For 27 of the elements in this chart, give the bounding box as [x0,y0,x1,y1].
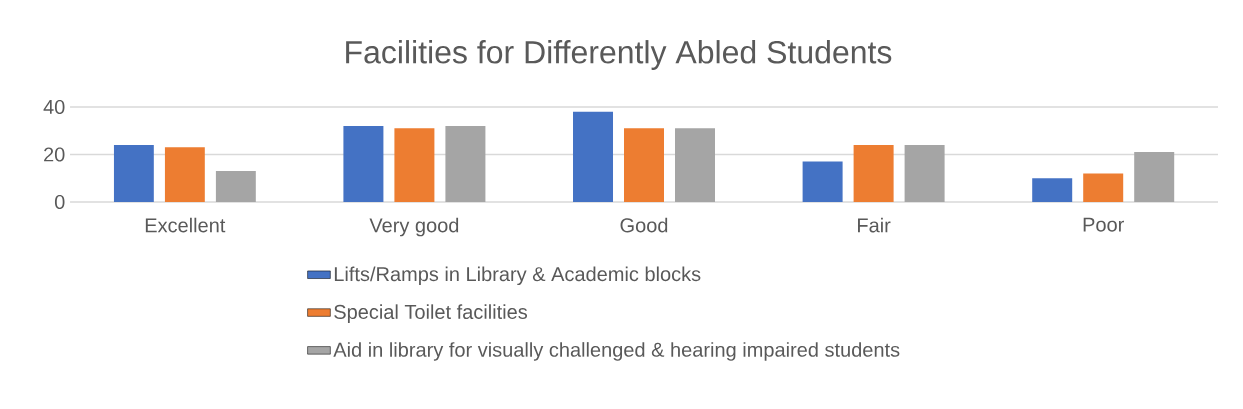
bar [1032,178,1073,202]
x-tick-label: Poor [1083,217,1124,232]
bar [802,161,843,202]
bar [904,144,945,202]
bar [624,128,664,202]
bar [1134,152,1175,202]
bar [343,125,384,202]
x-tick-label: Good [620,217,668,233]
legend-label: Aid in library for visually challenged & hearing impaired students [333,342,900,361]
bar [394,128,435,202]
bar [113,144,154,202]
y-tick-label: 20 [44,147,65,162]
y-tick-label: 0 [54,194,65,210]
legend-label: Lifts/Ramps in Library & Academic blocks [334,266,701,286]
x-tick-label: Excellent [145,217,226,233]
bar [573,111,614,202]
chart-title: Facilities for Differently Abled Students [346,40,892,70]
x-tick-label: Very good [369,217,459,237]
bar [215,171,256,202]
y-tick-label: 40 [43,99,65,115]
bar [164,147,205,202]
bar [853,144,894,202]
bar [445,125,486,202]
x-tick-label: Fair [858,217,891,233]
bar [675,128,716,202]
bar [1083,173,1124,202]
legend-label: Special Toilet facilities [334,304,528,323]
